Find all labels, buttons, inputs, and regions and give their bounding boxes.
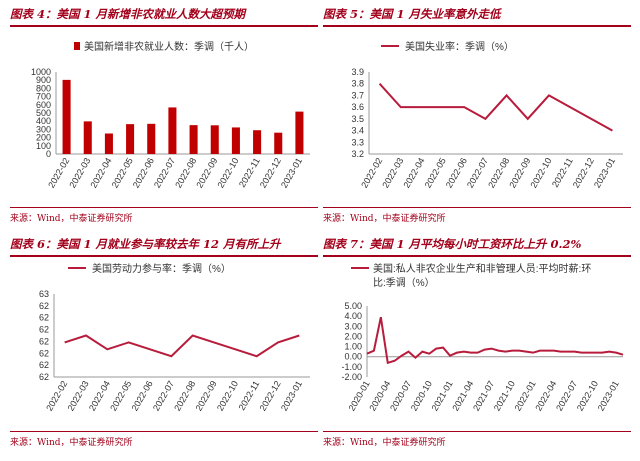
- y-tick-label: 3.2: [351, 149, 364, 159]
- y-tick-label: 0: [46, 149, 51, 159]
- source-note: 来源：Wind，中泰证券研究所: [10, 214, 133, 224]
- panel-unemployment-rate: 图表 5：美国 1 月失业率意外走低 美国失业率：季调（%） 3.2 3.3 3.4 3…: [323, 6, 631, 231]
- panel-nonfarm-payrolls: 图表 4：美国 1 月新增非农就业人数大超预期 美国新增非农就业人数：季调（千人…: [10, 6, 318, 231]
- y-tick-label: 500: [36, 108, 51, 118]
- y-tick-label: 400: [36, 116, 51, 126]
- y-tick-label: 62: [39, 325, 49, 335]
- y-tick-label: 62: [39, 336, 49, 346]
- y-tick-label: 100: [36, 141, 51, 151]
- y-tick-label: 3.00: [344, 321, 362, 331]
- title-rule: [323, 255, 631, 257]
- bar: [189, 125, 198, 154]
- series-line: [378, 83, 613, 132]
- y-tick-label: 200: [36, 133, 51, 143]
- legend-label: 比:季调（%）: [373, 277, 435, 289]
- panel-title: 图表 6：美国 1 月就业参与率较去年 12 月有所上升: [10, 237, 281, 251]
- y-tick-label: 3.4: [351, 126, 364, 136]
- bar: [104, 133, 113, 154]
- y-tick-label: 62: [39, 372, 49, 382]
- source-rule: [10, 431, 318, 432]
- bar: [62, 79, 71, 154]
- y-tick-label: 62: [39, 301, 49, 311]
- bar: [126, 124, 135, 154]
- source-note: 来源：Wind，中泰证券研究所: [10, 438, 133, 448]
- panel-title: 图表 5：美国 1 月失业率意外走低: [323, 7, 501, 21]
- panel-title: 图表 4：美国 1 月新增非农就业人数大超预期: [10, 7, 246, 21]
- chart-nonfarm-payrolls: 美国新增非农就业人数：季调（千人） 01002003004005006007008…: [31, 40, 310, 190]
- y-tick-label: 700: [36, 92, 51, 102]
- y-tick-label: 600: [36, 100, 51, 110]
- y-tick-label: 63: [39, 289, 49, 299]
- y-tick-label: 4.00: [344, 311, 362, 321]
- bar: [210, 125, 219, 154]
- y-tick-label: 3.6: [351, 102, 364, 112]
- bar: [274, 132, 283, 154]
- title-rule: [10, 255, 318, 257]
- series-line: [366, 316, 624, 365]
- source-rule: [323, 431, 631, 432]
- chart-unemployment-rate: 美国失业率：季调（%）3.23.33.43.53.63.73.83.92022-…: [351, 40, 623, 190]
- bar: [253, 130, 262, 154]
- y-tick-label: 3.3: [351, 137, 364, 147]
- y-tick-label: 300: [36, 124, 51, 134]
- title-rule: [323, 25, 631, 27]
- y-tick-label: 0.00: [344, 352, 362, 362]
- legend-label: 美国:私人非农企业生产和非管理人员:平均时薪:环: [373, 262, 591, 275]
- legend-label: 美国新增非农就业人数：季调（千人）: [84, 40, 254, 53]
- y-tick-label: 900: [36, 75, 51, 85]
- panel-title: 图表 7：美国 1 月平均每小时工资环比上升 0.2%: [323, 237, 582, 251]
- bar: [83, 121, 92, 154]
- source-rule: [10, 207, 318, 208]
- y-tick-label: 3.7: [351, 90, 364, 100]
- y-tick-label: 62: [39, 360, 49, 370]
- y-tick-label: 3.5: [351, 114, 364, 124]
- series-line: [64, 334, 300, 358]
- panel-participation-rate: 图表 6：美国 1 月就业参与率较去年 12 月有所上升 美国劳动力参与率：季调…: [10, 236, 318, 461]
- source-note: 来源：Wind，中泰证券研究所: [323, 214, 446, 224]
- y-tick-label: 1000: [31, 67, 51, 77]
- source-note: 来源：Wind，中泰证券研究所: [323, 438, 446, 448]
- y-tick-label: 5.00: [344, 301, 362, 311]
- title-rule: [10, 25, 318, 27]
- y-tick-label: -2.00: [341, 372, 362, 382]
- bar: [295, 111, 304, 154]
- legend-marker: [74, 42, 80, 50]
- y-tick-label: 1.00: [344, 342, 362, 352]
- y-tick-label: 3.9: [351, 67, 364, 77]
- y-tick-label: 800: [36, 83, 51, 93]
- bar: [147, 123, 156, 154]
- y-tick-label: -1.00: [341, 362, 362, 372]
- legend-label: 美国劳动力参与率：季调（%）: [92, 262, 231, 275]
- bar: [231, 127, 240, 154]
- y-tick-label: 62: [39, 348, 49, 358]
- chart-participation-rate: 美国劳动力参与率：季调（%）62626262626262632022-02202…: [39, 262, 310, 413]
- bar: [168, 107, 177, 154]
- y-tick-label: 62: [39, 313, 49, 323]
- y-tick-label: 3.8: [351, 79, 364, 89]
- chart-hourly-earnings: 美国:私人非农企业生产和非管理人员:平均时薪:环比:季调（%） -2.00-1.0…: [341, 262, 624, 413]
- legend-label: 美国失业率：季调（%）: [405, 40, 514, 53]
- y-tick-label: 2.00: [344, 331, 362, 341]
- source-rule: [323, 207, 631, 208]
- panel-hourly-earnings: 图表 7：美国 1 月平均每小时工资环比上升 0.2% 美国:私人非农企业生产和…: [323, 236, 631, 461]
